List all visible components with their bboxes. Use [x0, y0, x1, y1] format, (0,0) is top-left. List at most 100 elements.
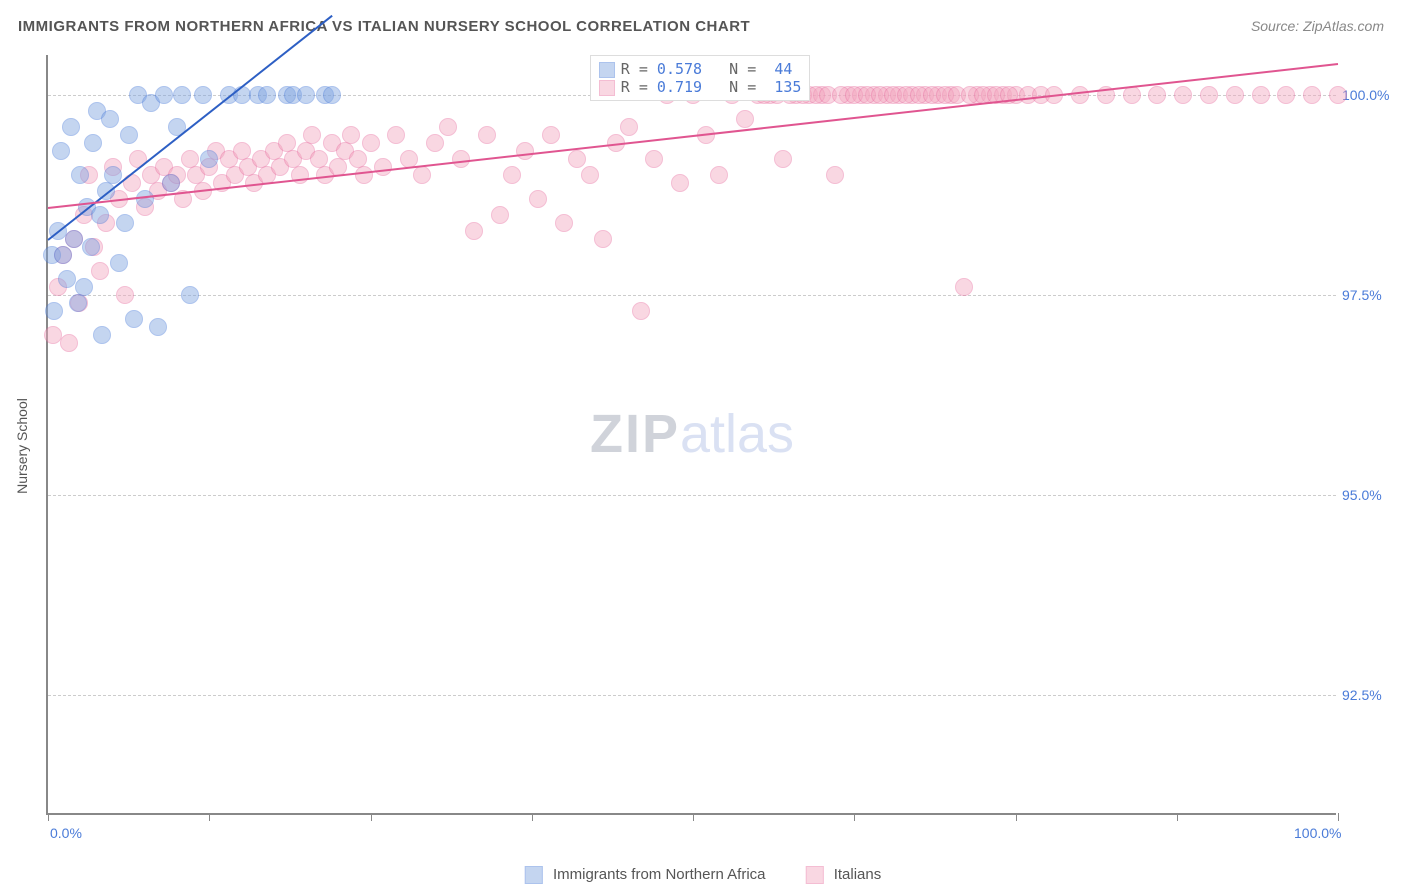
data-point-B: [478, 126, 496, 144]
data-point-B: [116, 286, 134, 304]
xtick: [693, 813, 694, 821]
data-point-A: [120, 126, 138, 144]
data-point-B: [645, 150, 663, 168]
data-point-B: [516, 142, 534, 160]
data-point-A: [194, 86, 212, 104]
xtick: [1016, 813, 1017, 821]
chart-title: IMMIGRANTS FROM NORTHERN AFRICA VS ITALI…: [18, 18, 750, 35]
data-point-B: [387, 126, 405, 144]
corr-row-B: R = 0.719 N = 135: [599, 78, 802, 96]
data-point-B: [465, 222, 483, 240]
data-point-A: [65, 230, 83, 248]
data-point-A: [84, 134, 102, 152]
data-point-B: [671, 174, 689, 192]
data-point-A: [71, 166, 89, 184]
data-point-A: [136, 190, 154, 208]
data-point-B: [439, 118, 457, 136]
xtick-label: 0.0%: [50, 825, 82, 841]
data-point-B: [1174, 86, 1192, 104]
data-point-A: [52, 142, 70, 160]
data-point-B: [1200, 86, 1218, 104]
legend: Immigrants from Northern Africa Italians: [525, 866, 881, 884]
gridline: [48, 295, 1336, 296]
xtick: [854, 813, 855, 821]
gridline: [48, 695, 1336, 696]
xtick: [371, 813, 372, 821]
correlation-box: R = 0.578 N = 44R = 0.719 N = 135: [590, 55, 811, 101]
data-point-B: [355, 166, 373, 184]
data-point-A: [110, 254, 128, 272]
data-point-A: [93, 326, 111, 344]
data-point-B: [413, 166, 431, 184]
data-point-B: [1071, 86, 1089, 104]
data-point-B: [426, 134, 444, 152]
data-point-A: [45, 302, 63, 320]
y-axis-label: Nursery School: [14, 398, 30, 494]
data-point-B: [374, 158, 392, 176]
legend-swatch-A: [525, 866, 543, 884]
data-point-B: [568, 150, 586, 168]
data-point-B: [1148, 86, 1166, 104]
ytick-label: 95.0%: [1342, 487, 1392, 503]
data-point-A: [149, 318, 167, 336]
data-point-A: [101, 110, 119, 128]
data-point-A: [233, 86, 251, 104]
data-point-B: [955, 278, 973, 296]
data-point-B: [710, 166, 728, 184]
data-point-B: [1329, 86, 1347, 104]
legend-item-B: Italians: [806, 866, 882, 884]
data-point-A: [82, 238, 100, 256]
data-point-A: [200, 150, 218, 168]
data-point-B: [491, 206, 509, 224]
data-point-A: [91, 206, 109, 224]
xtick: [48, 813, 49, 821]
data-point-B: [1277, 86, 1295, 104]
data-point-B: [826, 166, 844, 184]
ytick-label: 97.5%: [1342, 287, 1392, 303]
xtick: [209, 813, 210, 821]
chart-source: Source: ZipAtlas.com: [1251, 18, 1384, 34]
xtick: [1177, 813, 1178, 821]
trend-line-A: [47, 15, 332, 241]
xtick: [532, 813, 533, 821]
data-point-A: [323, 86, 341, 104]
data-point-B: [542, 126, 560, 144]
xtick-label: 100.0%: [1294, 825, 1341, 841]
ytick-label: 100.0%: [1342, 87, 1392, 103]
data-point-B: [774, 150, 792, 168]
corr-row-A: R = 0.578 N = 44: [599, 60, 802, 78]
legend-label-B: Italians: [834, 866, 882, 883]
data-point-A: [297, 86, 315, 104]
data-point-A: [181, 286, 199, 304]
data-point-B: [503, 166, 521, 184]
data-point-B: [529, 190, 547, 208]
data-point-A: [54, 246, 72, 264]
data-point-B: [632, 302, 650, 320]
data-point-B: [1252, 86, 1270, 104]
xtick: [1338, 813, 1339, 821]
data-point-B: [620, 118, 638, 136]
data-point-B: [1226, 86, 1244, 104]
data-point-A: [258, 86, 276, 104]
data-point-A: [125, 310, 143, 328]
data-point-B: [736, 110, 754, 128]
data-point-B: [1303, 86, 1321, 104]
data-point-B: [555, 214, 573, 232]
data-point-B: [91, 262, 109, 280]
data-point-A: [155, 86, 173, 104]
data-point-A: [162, 174, 180, 192]
data-point-B: [581, 166, 599, 184]
data-point-B: [303, 126, 321, 144]
data-point-A: [75, 278, 93, 296]
gridline: [48, 495, 1336, 496]
data-point-A: [116, 214, 134, 232]
legend-label-A: Immigrants from Northern Africa: [553, 866, 766, 883]
data-point-A: [58, 270, 76, 288]
data-point-B: [362, 134, 380, 152]
data-point-B: [342, 126, 360, 144]
legend-swatch-B: [806, 866, 824, 884]
data-point-B: [129, 150, 147, 168]
legend-item-A: Immigrants from Northern Africa: [525, 866, 766, 884]
data-point-A: [173, 86, 191, 104]
data-point-A: [62, 118, 80, 136]
